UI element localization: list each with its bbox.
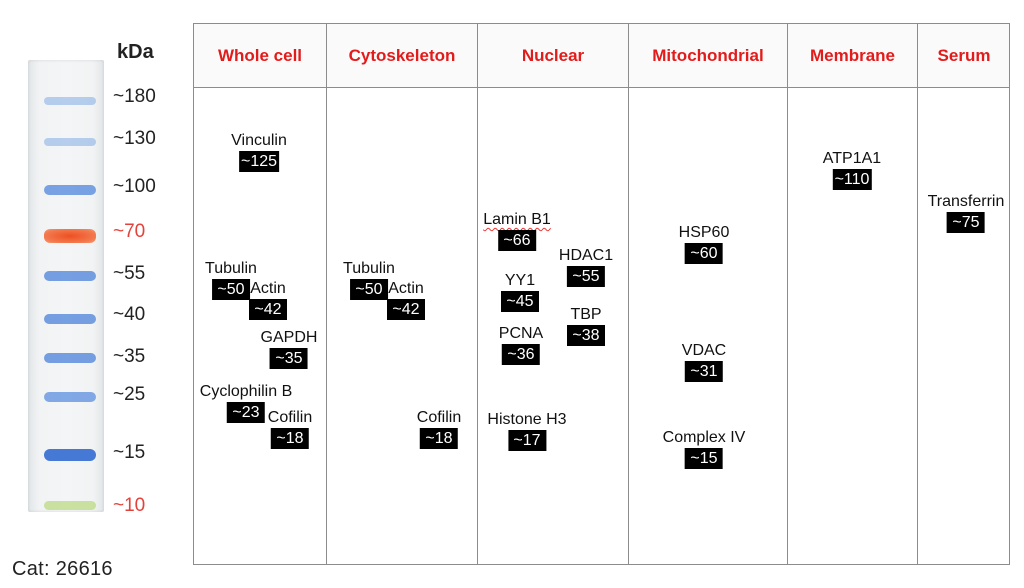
ladder-band-35	[44, 353, 96, 363]
protein-marker-actin: Actin ~42	[387, 279, 425, 320]
ladder-band-180	[44, 97, 96, 105]
column-divider	[477, 23, 478, 565]
column-header-whole-cell: Whole cell	[217, 46, 303, 65]
ladder-band-70	[44, 229, 96, 243]
catalog-number: Cat: 26616	[12, 558, 113, 580]
column-header-cytoskeleton: Cytoskeleton	[348, 46, 456, 65]
ladder-band-100	[44, 185, 96, 195]
protein-marker-hsp60: HSP60 ~60	[678, 223, 730, 264]
protein-mw-badge: ~18	[420, 428, 458, 449]
protein-marker-vinculin: Vinculin ~125	[231, 131, 287, 172]
protein-name: Complex IV	[662, 429, 746, 446]
protein-marker-tubulin: Tubulin ~50	[343, 259, 395, 300]
protein-name: Histone H3	[487, 411, 567, 428]
column-header-nuclear: Nuclear	[521, 46, 585, 65]
protein-name: Actin	[250, 280, 286, 297]
protein-mw-badge: ~50	[211, 279, 250, 300]
protein-marker-gapdh: GAPDH ~35	[260, 328, 318, 369]
column-header-mitochondrial: Mitochondrial	[652, 46, 764, 65]
protein-mw-badge: ~17	[508, 430, 546, 451]
ladder-marker-label: ~25	[113, 384, 146, 405]
protein-name: HDAC1	[558, 247, 614, 264]
protein-mw-badge: ~23	[226, 402, 265, 423]
protein-name: HSP60	[678, 224, 730, 241]
protein-name: Tubulin	[343, 260, 395, 277]
column-divider	[787, 23, 788, 565]
protein-mw-badge: ~75	[946, 212, 985, 233]
ladder-marker-label: ~15	[113, 442, 146, 463]
protein-mw-badge: ~31	[684, 361, 723, 382]
ladder-band-40	[44, 314, 96, 324]
protein-marker-lamin-b1: Lamin B1 ~66	[483, 210, 551, 251]
protein-name: GAPDH	[260, 329, 318, 346]
protein-mw-badge: ~36	[501, 344, 540, 365]
header-divider	[193, 87, 1010, 88]
protein-name: ATP1A1	[822, 150, 882, 167]
protein-name: TBP	[570, 306, 602, 323]
protein-marker-tbp: TBP ~38	[567, 305, 605, 346]
kda-unit-label: kDa	[117, 41, 154, 63]
protein-mw-badge: ~18	[271, 428, 309, 449]
protein-name: Transferrin	[927, 193, 1005, 210]
protein-mw-badge: ~50	[349, 279, 388, 300]
protein-name: Tubulin	[205, 260, 257, 277]
protein-marker-pcna: PCNA ~36	[499, 324, 543, 365]
protein-marker-yy1: YY1 ~45	[501, 271, 539, 312]
protein-name: PCNA	[498, 325, 544, 342]
ladder-band-15	[44, 449, 96, 461]
protein-marker-actin: Actin ~42	[249, 279, 287, 320]
protein-name: VDAC	[681, 342, 727, 359]
protein-name: Lamin B1	[483, 211, 551, 228]
protein-marker-cofilin: Cofilin ~18	[268, 408, 312, 449]
column-divider	[326, 23, 327, 565]
protein-marker-hdac1: HDAC1 ~55	[559, 246, 613, 287]
protein-marker-atp1a1: ATP1A1 ~110	[823, 149, 881, 190]
ladder-band-25	[44, 392, 96, 402]
protein-mw-badge: ~125	[238, 151, 280, 172]
protein-ladder-gel	[28, 60, 104, 512]
ladder-marker-label: ~35	[113, 346, 146, 367]
protein-mw-badge: ~15	[684, 448, 723, 469]
protein-name: YY1	[504, 272, 536, 289]
ladder-marker-label: ~130	[113, 128, 156, 149]
protein-name: Cyclophilin B	[199, 383, 293, 400]
column-header-membrane: Membrane	[809, 46, 896, 65]
protein-mw-badge: ~38	[567, 325, 605, 346]
table-header-band	[194, 24, 1009, 87]
protein-marker-histone-h3: Histone H3 ~17	[487, 410, 567, 451]
protein-marker-tubulin: Tubulin ~50	[205, 259, 257, 300]
ladder-marker-label: ~100	[113, 176, 156, 197]
protein-name: Cofilin	[267, 409, 313, 426]
protein-mw-badge: ~55	[566, 266, 605, 287]
ladder-band-55	[44, 271, 96, 281]
ladder-marker-label: ~180	[113, 86, 156, 107]
protein-mw-badge: ~42	[387, 299, 425, 320]
protein-marker-cofilin: Cofilin ~18	[417, 408, 461, 449]
localization-table	[193, 23, 1010, 565]
column-divider	[917, 23, 918, 565]
ladder-marker-label: ~10	[113, 495, 146, 516]
protein-mw-badge: ~35	[270, 348, 308, 369]
protein-mw-badge: ~60	[684, 243, 723, 264]
protein-name: Vinculin	[231, 132, 287, 149]
protein-mw-badge: ~45	[501, 291, 539, 312]
protein-marker-vdac: VDAC ~31	[682, 341, 726, 382]
ladder-band-130	[44, 138, 96, 146]
protein-marker-transferrin: Transferrin ~75	[927, 192, 1005, 233]
protein-name: Cofilin	[416, 409, 462, 426]
column-header-serum: Serum	[937, 46, 991, 65]
ladder-band-10	[44, 501, 96, 510]
column-divider	[628, 23, 629, 565]
protein-mw-badge: ~66	[498, 230, 536, 251]
protein-mw-badge: ~42	[249, 299, 287, 320]
protein-name: Actin	[388, 280, 424, 297]
ladder-marker-label: ~40	[113, 304, 146, 325]
ladder-marker-label: ~55	[113, 263, 146, 284]
protein-mw-badge: ~110	[832, 169, 872, 190]
ladder-marker-label: ~70	[113, 221, 146, 242]
protein-marker-cyclophilin-b: Cyclophilin B ~23	[200, 382, 292, 423]
protein-marker-complex-iv: Complex IV ~15	[662, 428, 746, 469]
